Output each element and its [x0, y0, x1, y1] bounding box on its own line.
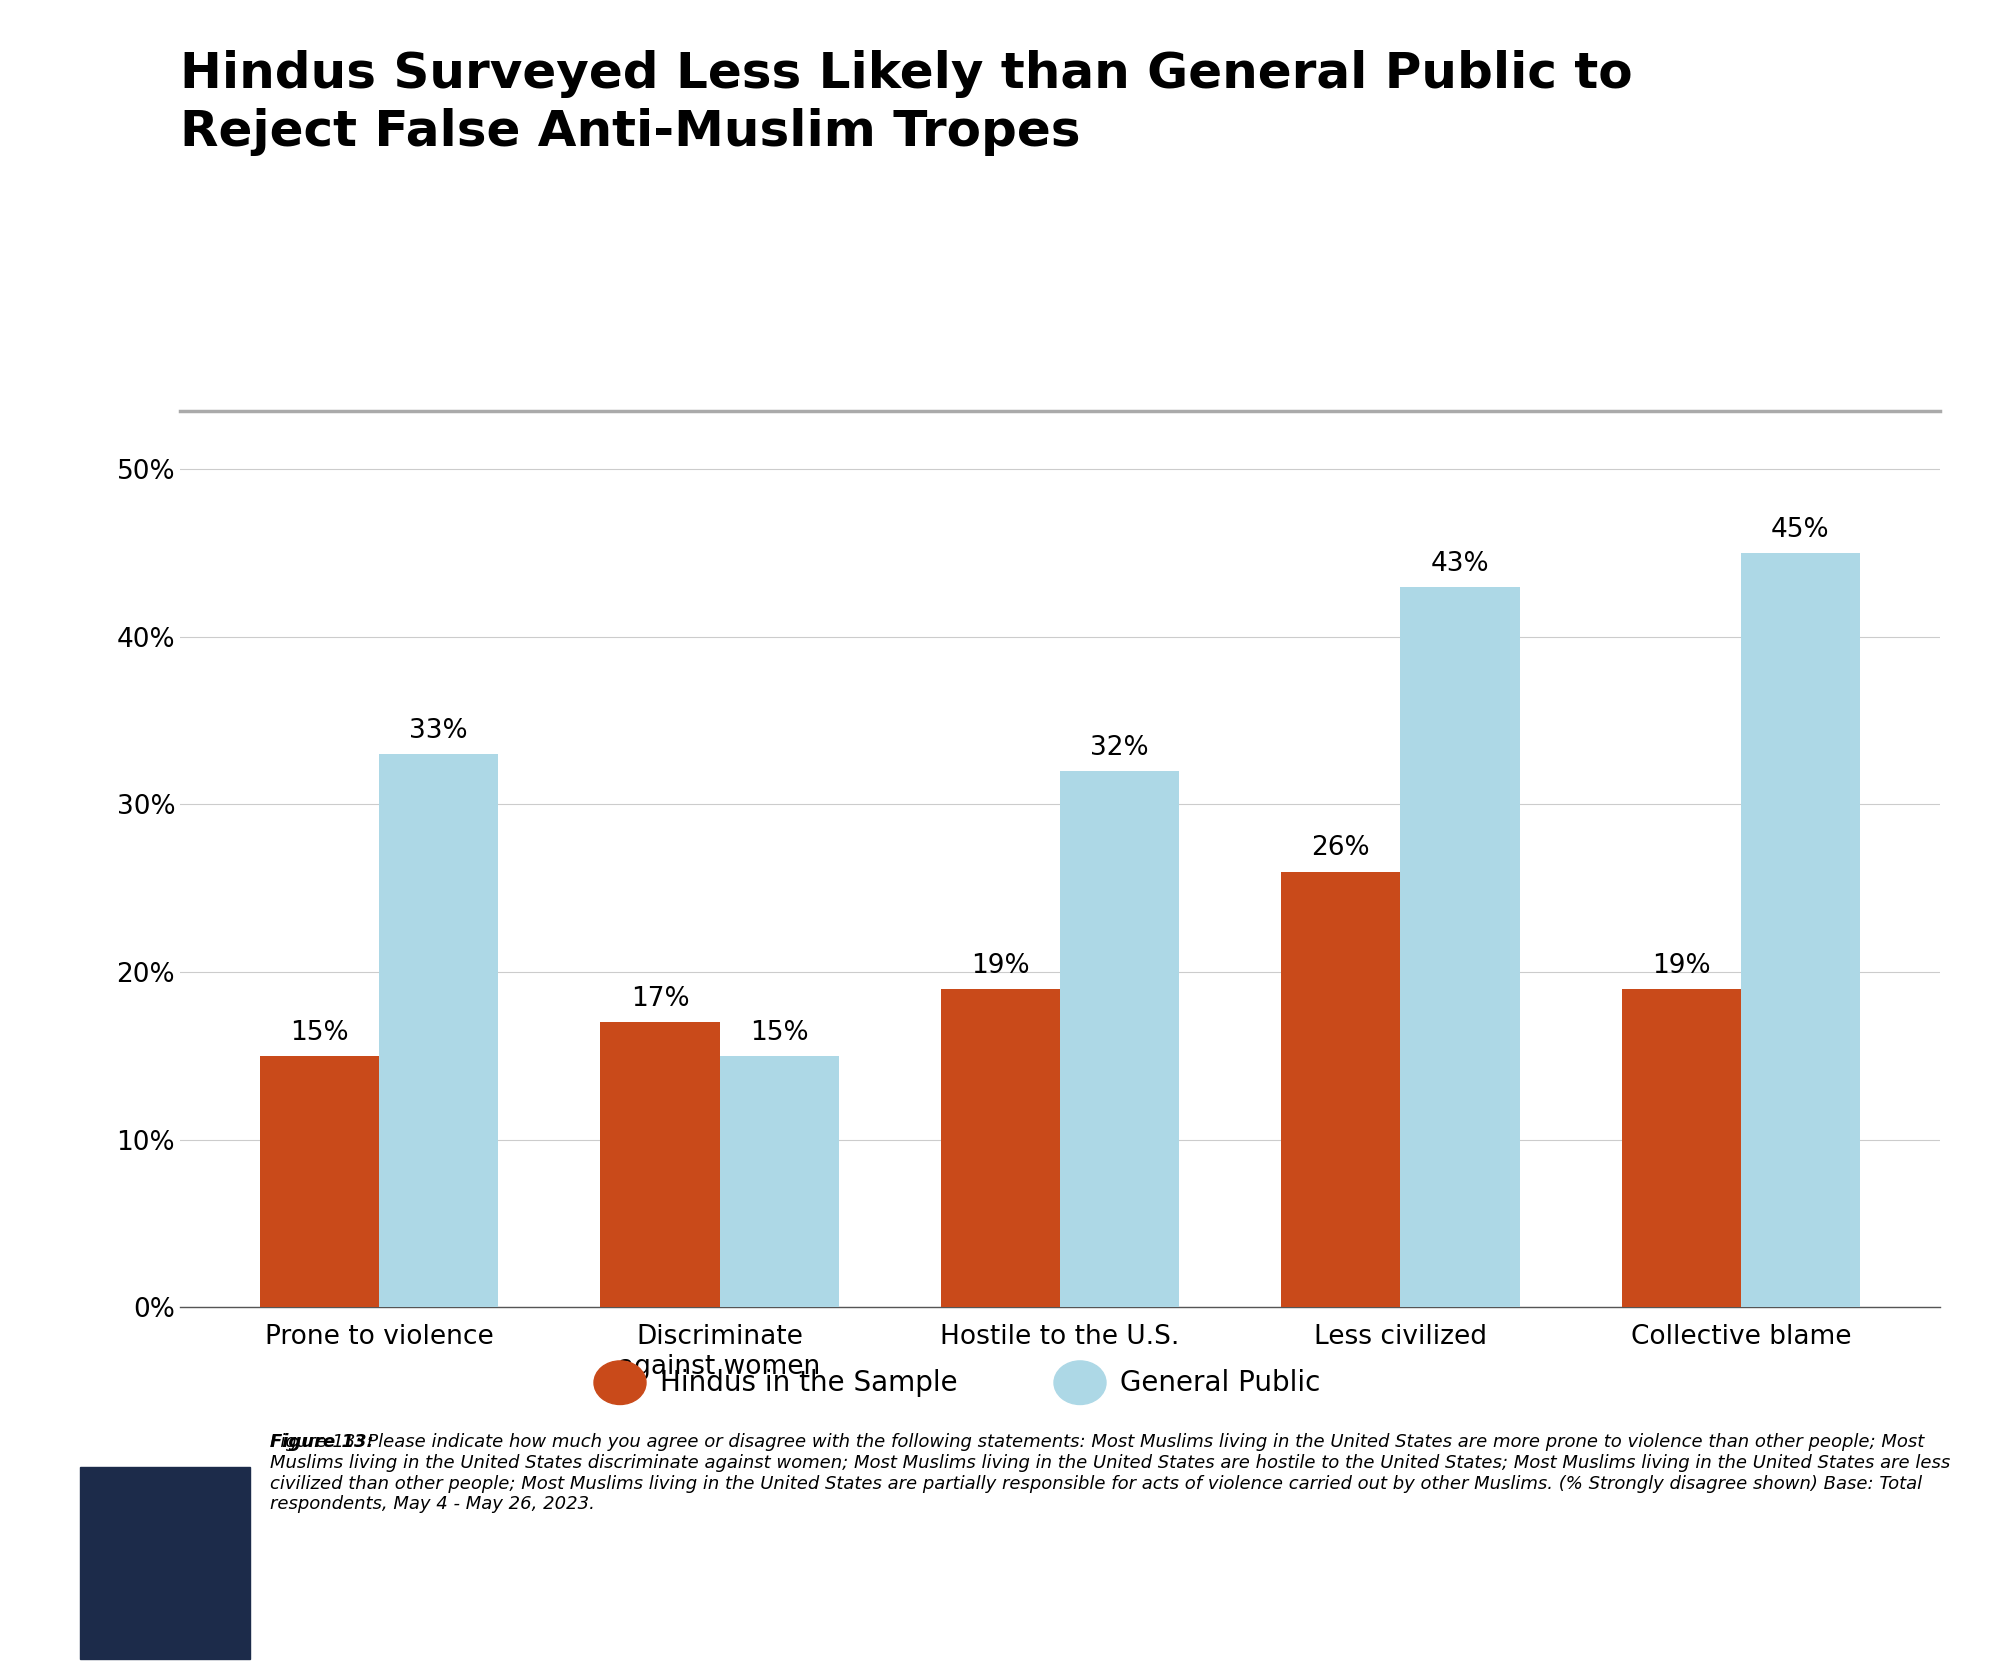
- Text: 15%: 15%: [750, 1019, 808, 1046]
- Bar: [600, 1022, 720, 1307]
- Bar: [260, 1056, 380, 1307]
- Text: 32%: 32%: [1090, 734, 1148, 761]
- Text: 17%: 17%: [630, 985, 690, 1012]
- Text: Figure 13: Please indicate how much you agree or disagree with the following sta: Figure 13: Please indicate how much you …: [270, 1433, 1950, 1513]
- Text: 33%: 33%: [410, 717, 468, 744]
- Text: 45%: 45%: [1772, 516, 1830, 543]
- Text: General Public: General Public: [1120, 1369, 1320, 1396]
- Text: 15%: 15%: [290, 1019, 348, 1046]
- Bar: [1740, 553, 1860, 1307]
- Bar: [1060, 771, 1180, 1307]
- Bar: [1622, 989, 1740, 1307]
- Bar: [720, 1056, 838, 1307]
- Text: 19%: 19%: [1652, 952, 1710, 979]
- Text: Hindus in the Sample: Hindus in the Sample: [660, 1369, 958, 1396]
- Bar: [940, 989, 1060, 1307]
- Text: Hindus Surveyed Less Likely than General Public to
Reject False Anti-Muslim Trop: Hindus Surveyed Less Likely than General…: [180, 50, 1632, 156]
- Bar: [380, 754, 498, 1307]
- Polygon shape: [130, 1534, 200, 1584]
- Text: 19%: 19%: [972, 952, 1030, 979]
- Text: 43%: 43%: [1430, 550, 1490, 577]
- Text: 26%: 26%: [1312, 835, 1370, 861]
- Text: Figure 13:: Figure 13:: [270, 1433, 374, 1451]
- Bar: [1400, 587, 1520, 1307]
- Bar: [1282, 872, 1400, 1307]
- Text: I  S  P  U: I S P U: [136, 1629, 194, 1642]
